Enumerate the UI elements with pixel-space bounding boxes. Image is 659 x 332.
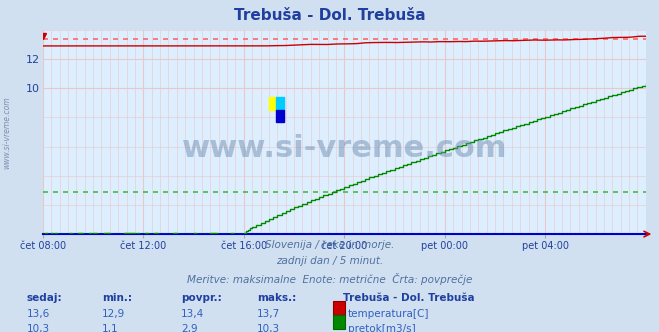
- Text: 2,9: 2,9: [181, 324, 198, 332]
- Text: 12,9: 12,9: [102, 309, 125, 319]
- Bar: [277, 110, 284, 122]
- Text: 13,7: 13,7: [257, 309, 280, 319]
- Text: min.:: min.:: [102, 293, 132, 303]
- Text: povpr.:: povpr.:: [181, 293, 222, 303]
- Text: temperatura[C]: temperatura[C]: [348, 309, 430, 319]
- Text: Trebuša - Dol. Trebuša: Trebuša - Dol. Trebuša: [343, 293, 474, 303]
- Text: 1,1: 1,1: [102, 324, 119, 332]
- Bar: [269, 97, 277, 110]
- Text: 10,3: 10,3: [257, 324, 280, 332]
- Text: sedaj:: sedaj:: [26, 293, 62, 303]
- Text: Slovenija / reke in morje.: Slovenija / reke in morje.: [265, 240, 394, 250]
- Text: 13,4: 13,4: [181, 309, 204, 319]
- Text: 13,6: 13,6: [26, 309, 49, 319]
- Text: zadnji dan / 5 minut.: zadnji dan / 5 minut.: [276, 256, 383, 266]
- Text: 10,3: 10,3: [26, 324, 49, 332]
- Text: Meritve: maksimalne  Enote: metrične  Črta: povprečje: Meritve: maksimalne Enote: metrične Črta…: [186, 273, 473, 285]
- Text: www.si-vreme.com: www.si-vreme.com: [2, 97, 11, 169]
- Text: maks.:: maks.:: [257, 293, 297, 303]
- Text: www.si-vreme.com: www.si-vreme.com: [182, 134, 507, 163]
- Bar: [277, 97, 284, 110]
- Text: Trebuša - Dol. Trebuša: Trebuša - Dol. Trebuša: [234, 8, 425, 23]
- Text: pretok[m3/s]: pretok[m3/s]: [348, 324, 416, 332]
